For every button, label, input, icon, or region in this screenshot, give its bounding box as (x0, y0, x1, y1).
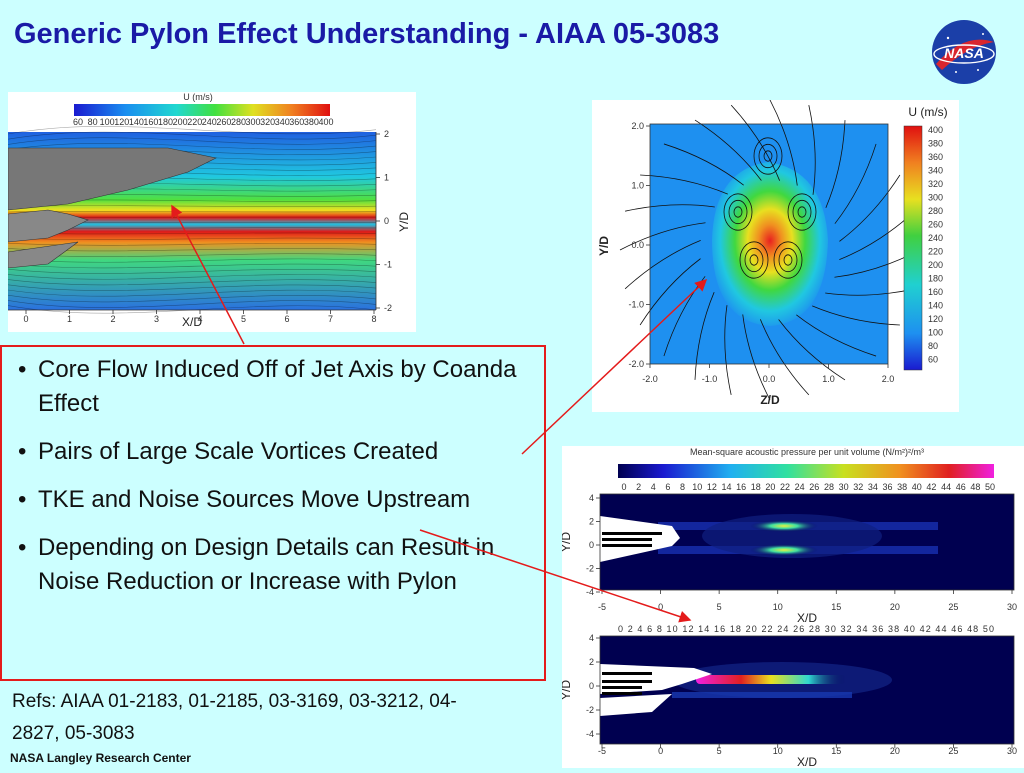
arrow-to-vortices (522, 280, 706, 454)
arrow-to-noise-sources (420, 530, 690, 620)
arrow-to-streamlines (172, 206, 244, 344)
